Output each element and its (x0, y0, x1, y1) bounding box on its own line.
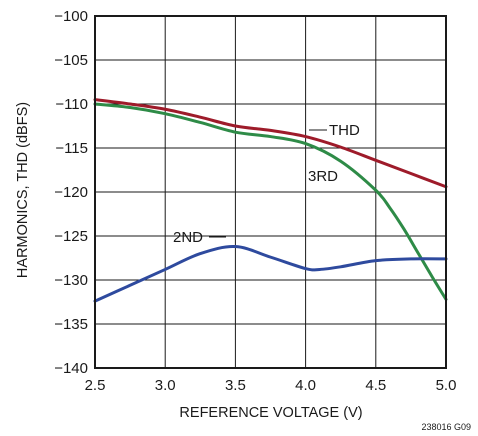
y-tick-label: −140 (54, 360, 88, 377)
x-tick-label: 2.5 (85, 377, 106, 394)
series-line-3rd (93, 102, 448, 301)
grid-lines (95, 16, 446, 368)
series-line-thd (93, 98, 448, 189)
x-tick-label: 3.5 (225, 377, 246, 394)
figure-id: 238016 G09 (421, 422, 471, 432)
y-tick-label: −135 (54, 316, 88, 333)
y-axis-label: HARMONICS, THD (dBFS) (15, 102, 31, 278)
x-tick-labels: 2.5 3.0 3.5 4.0 4.5 5.0 (85, 377, 457, 394)
y-tick-label: −130 (54, 272, 88, 289)
y-tick-label: −125 (54, 228, 88, 245)
x-axis-label: REFERENCE VOLTAGE (V) (179, 405, 362, 421)
series-line-2nd (93, 245, 448, 303)
3rd-annotation: 3RD (308, 168, 338, 185)
2nd-annotation: 2ND (173, 229, 203, 246)
series-annotations: THD 3RD 2ND (173, 122, 360, 246)
y-tick-label: −100 (54, 8, 88, 25)
x-tick-label: 3.0 (155, 377, 176, 394)
series-lines (93, 98, 448, 303)
x-tick-label: 5.0 (436, 377, 457, 394)
x-tick-label: 4.5 (365, 377, 386, 394)
thd-annotation: THD (329, 122, 360, 139)
y-tick-labels: −100 −105 −110 −115 −120 −125 −130 −135 −140 (54, 8, 88, 377)
x-tick-label: 4.0 (295, 377, 316, 394)
y-tick-label: −110 (55, 96, 88, 113)
plot-frame (94, 15, 447, 369)
y-tick-label: −120 (54, 184, 88, 201)
y-tick-label: −115 (55, 140, 88, 157)
y-tick-label: −105 (54, 52, 88, 69)
